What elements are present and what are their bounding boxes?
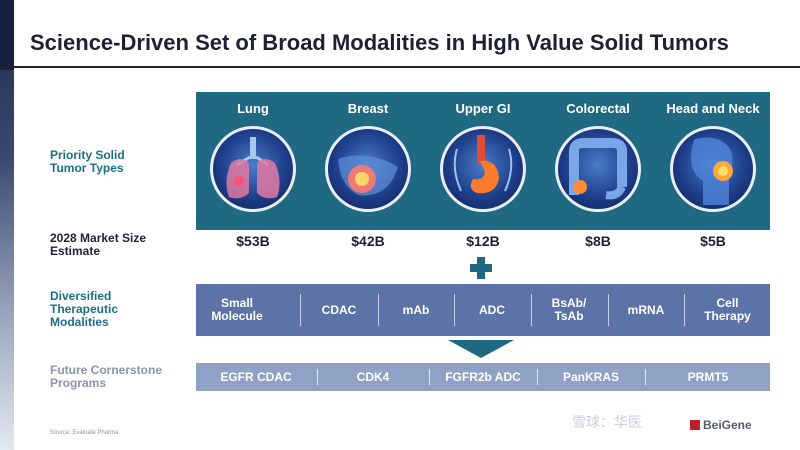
company-logo: BeiGene — [690, 418, 752, 432]
label-tumor-types: Priority Solid Tumor Types — [50, 148, 125, 175]
modality-divider — [608, 294, 609, 326]
logo-mark-icon — [690, 420, 700, 430]
program-divider — [429, 369, 430, 385]
modality-divider — [300, 294, 301, 326]
program-prmt5: PRMT5 — [687, 370, 729, 384]
tumor-name: Colorectal — [566, 101, 630, 116]
tumor-lung: Lung — [196, 92, 310, 230]
lung-icon — [210, 126, 296, 212]
tumor-head-neck: Head and Neck — [656, 92, 770, 230]
program-pankras: PanKRAS — [562, 370, 619, 384]
colon-icon — [555, 126, 641, 212]
top-left-accent — [0, 0, 14, 70]
program-egfr-cdac: EGFR CDAC — [220, 370, 292, 384]
head-neck-icon — [670, 126, 756, 212]
tumor-colorectal: Colorectal — [541, 92, 655, 230]
program-cdk4: CDK4 — [356, 370, 390, 384]
modality-mrna: mRNA — [627, 302, 665, 317]
market-value-breast: $42B — [351, 233, 385, 249]
modality-divider — [454, 294, 455, 326]
market-value-lung: $53B — [236, 233, 270, 249]
title-divider — [0, 66, 800, 68]
modality-mab: mAb — [402, 302, 430, 317]
modality-divider — [684, 294, 685, 326]
tumor-name: Breast — [347, 101, 389, 116]
breast-icon — [325, 126, 411, 212]
label-market-size: 2028 Market Size Estimate — [50, 231, 147, 258]
modality-cell-therapy: Cell Therapy — [704, 296, 751, 323]
label-programs: Future Cornerstone Programs — [50, 363, 163, 390]
left-accent-band — [0, 0, 14, 450]
tumor-breast: Breast — [311, 92, 425, 230]
tumor-name: Head and Neck — [666, 101, 760, 116]
label-modalities: Diversified Therapeutic Modalities — [50, 289, 119, 329]
program-divider — [317, 369, 318, 385]
market-value-upper-gi: $12B — [466, 233, 500, 249]
market-value-colorectal: $8B — [585, 233, 611, 249]
watermark-text: 雪球：华医 — [572, 414, 642, 430]
logo-text: BeiGene — [703, 418, 752, 432]
market-value-head-neck: $5B — [700, 233, 726, 249]
modality-divider — [378, 294, 379, 326]
programs-bar: EGFR CDAC CDK4 FGFR2b ADC PanKRAS PRMT5 — [196, 363, 770, 391]
plus-icon — [470, 257, 492, 279]
program-divider — [645, 369, 646, 385]
modality-cdac: CDAC — [321, 302, 357, 317]
modality-small-molecule: Small Molecule — [211, 296, 263, 323]
modality-bsab-tsab: BsAb/ TsAb — [551, 296, 587, 323]
modalities-bar: Small Molecule CDAC mAb ADC BsAb/ TsAb m… — [196, 284, 770, 336]
tumor-upper-gi: Upper GI — [426, 92, 540, 230]
modality-divider — [531, 294, 532, 326]
stomach-icon — [440, 126, 526, 212]
program-divider — [537, 369, 538, 385]
tumor-types-panel: Lung Breast Upper GI — [196, 92, 770, 230]
source-note: Source: Evaluate Pharma — [50, 430, 119, 436]
tumor-name: Lung — [237, 101, 269, 116]
modality-adc: ADC — [479, 302, 505, 317]
tumor-name: Upper GI — [455, 101, 511, 116]
down-arrow-icon — [448, 340, 514, 358]
slide-title: Science-Driven Set of Broad Modalities i… — [30, 30, 729, 55]
program-fgfr2b-adc: FGFR2b ADC — [445, 370, 521, 384]
